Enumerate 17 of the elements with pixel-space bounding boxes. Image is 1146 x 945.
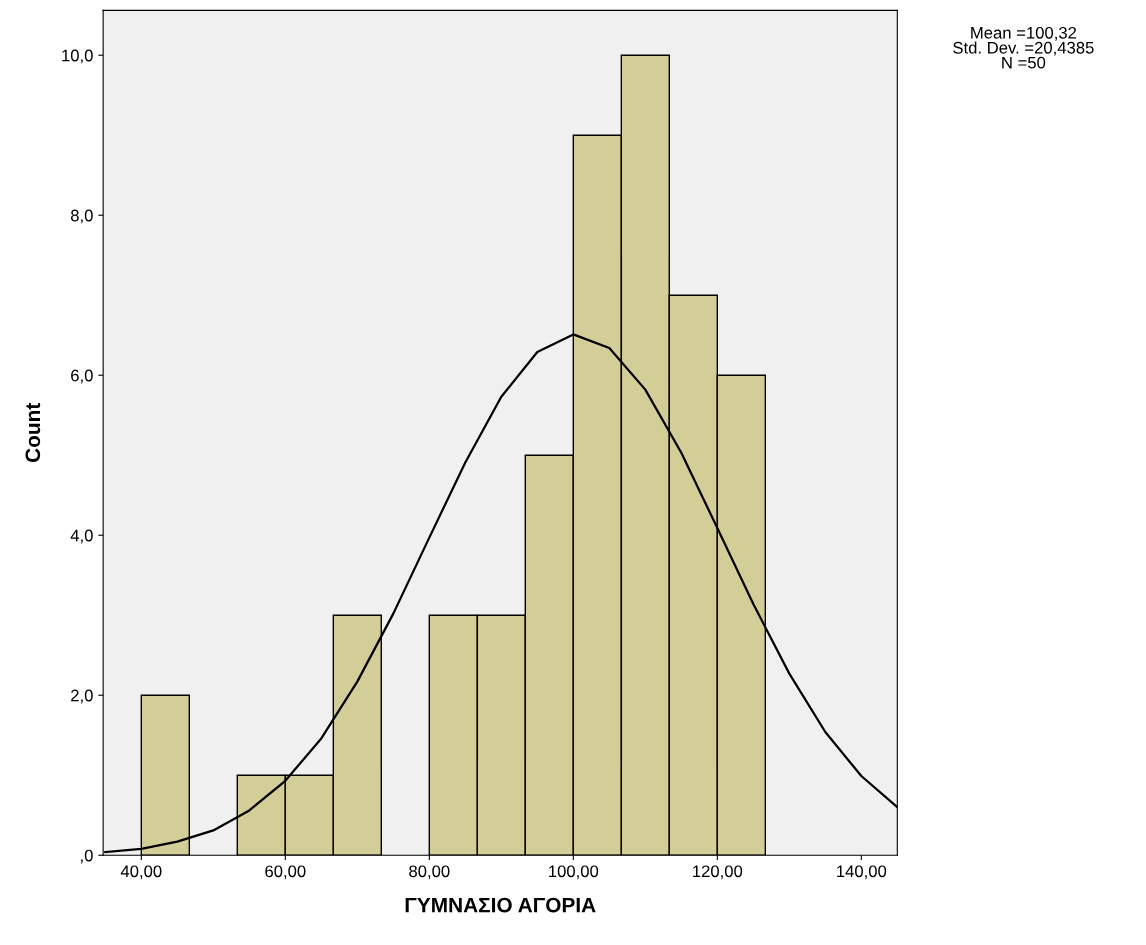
- text: Mean =100,32: [971, 26, 1077, 41]
- text: Std. Dev. =20,4385: [953, 41, 1094, 56]
- x-tick-label: 140,00: [837, 865, 887, 880]
- x-tick-label: 40,00: [120, 865, 162, 880]
- y-tick-label: 2,0: [71, 689, 93, 704]
- y-axis-title: Count: [25, 402, 41, 463]
- x-tick-label: 80,00: [409, 865, 450, 880]
- y-tick-label: 6,0: [71, 369, 93, 384]
- y-tick-label: 4,0: [70, 529, 93, 544]
- y-tick-label: 10,0: [62, 49, 93, 64]
- y-tick-label: 8,0: [70, 209, 93, 224]
- x-tick-label: 120,00: [693, 865, 743, 880]
- x-tick-label: 60,00: [265, 865, 306, 880]
- y-tick-label: ,0: [81, 849, 93, 864]
- x-tick-label: 100,00: [549, 865, 599, 880]
- text: N =50: [1002, 56, 1046, 69]
- x-axis-title: ΓΥΜΝΑΣΙΟ ΑΓΟΡΙΑ: [405, 897, 596, 913]
